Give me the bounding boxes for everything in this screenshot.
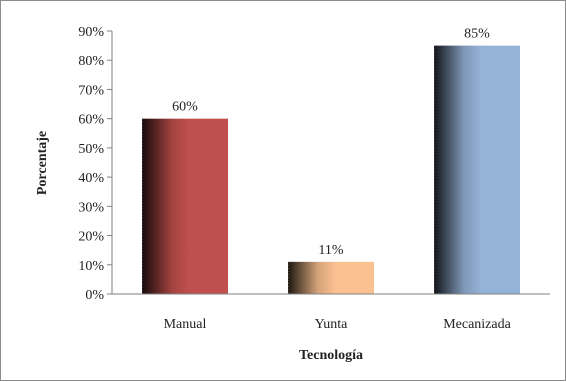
category-label-yunta: Yunta <box>315 317 348 332</box>
y-tick-label: 20% <box>78 230 104 245</box>
data-label-yunta: 11% <box>318 243 343 258</box>
y-tick-label: 50% <box>78 142 104 157</box>
x-axis-category-labels: Manual Yunta Mecanizada <box>164 317 512 332</box>
bar-yunta <box>288 261 374 294</box>
y-tick-label: 10% <box>78 259 104 274</box>
y-tick-label: 0% <box>85 288 104 303</box>
y-axis-ticks: 0% 10% 20% 30% 40% 50% 60% 70% 80% 90% <box>78 25 112 303</box>
category-label-mecanizada: Mecanizada <box>443 317 511 332</box>
category-label-manual: Manual <box>164 317 207 332</box>
y-tick-label: 30% <box>78 200 104 215</box>
y-tick-label: 80% <box>78 54 104 69</box>
bar-manual <box>142 118 228 295</box>
y-axis-title: Porcentaje <box>35 131 50 195</box>
y-tick-label: 90% <box>78 25 104 40</box>
y-tick-label: 40% <box>78 171 104 186</box>
bar-mecanizada <box>434 45 520 294</box>
data-labels: 60% 11% 85% <box>172 27 490 258</box>
data-label-mecanizada: 85% <box>464 27 490 42</box>
y-tick-label: 70% <box>78 83 104 98</box>
y-tick-label: 60% <box>78 113 104 128</box>
data-label-manual: 60% <box>172 100 198 115</box>
x-axis-title: Tecnología <box>299 348 363 363</box>
bars <box>142 45 520 295</box>
